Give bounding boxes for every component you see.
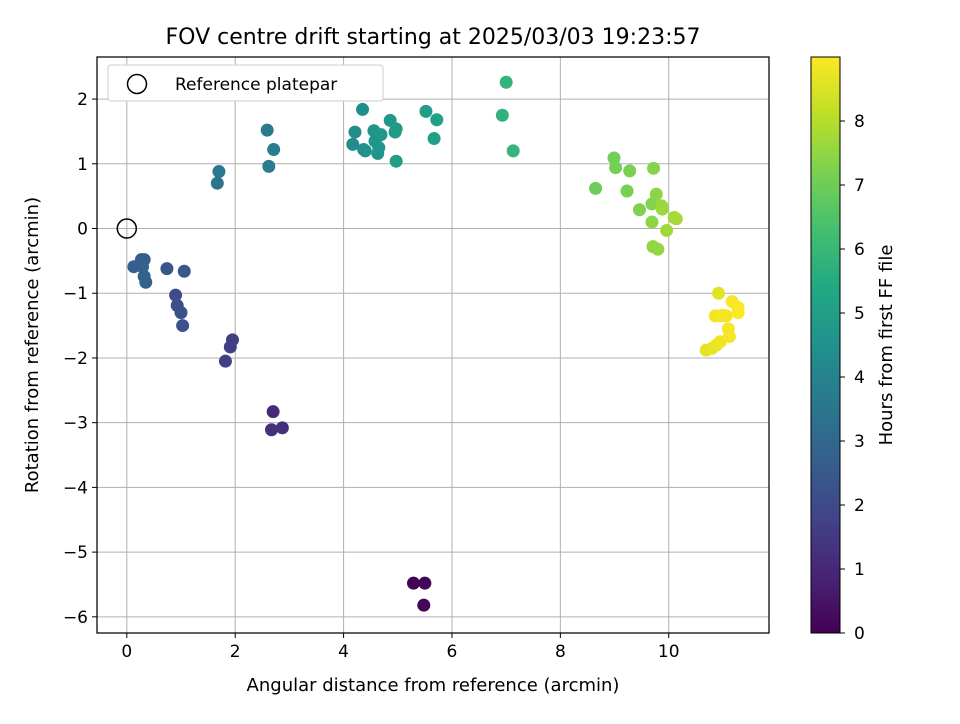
data-point — [495, 108, 509, 122]
data-point — [660, 223, 674, 237]
data-point — [417, 598, 431, 612]
legend-label: Reference platepar — [175, 75, 337, 95]
data-point — [645, 215, 659, 229]
data-point — [669, 212, 683, 226]
x-tick-label: 0 — [121, 642, 132, 662]
x-tick-label: 2 — [230, 642, 241, 662]
data-point — [266, 405, 280, 419]
colorbar-tick-label: 2 — [854, 496, 865, 516]
data-point — [346, 137, 360, 151]
data-point — [374, 128, 388, 142]
x-tick-label: 10 — [658, 642, 680, 662]
y-tick-label: −5 — [63, 543, 88, 563]
data-point — [607, 151, 621, 165]
data-point — [356, 102, 370, 116]
data-point — [389, 122, 403, 136]
colorbar — [810, 56, 841, 634]
data-point — [655, 202, 669, 216]
x-axis-label: Angular distance from reference (arcmin) — [247, 675, 620, 696]
data-point — [722, 330, 736, 344]
legend: Reference platepar — [107, 64, 384, 102]
x-tick-label: 4 — [338, 642, 349, 662]
data-point — [620, 184, 634, 198]
xticks-layer: 0 2 4 6 8 10 — [121, 633, 680, 662]
yticks-layer: 2 1 0 −1 −2 −3 −4 −5 −6 — [63, 90, 97, 628]
data-point — [210, 176, 224, 190]
x-tick-label: 8 — [555, 642, 566, 662]
data-point — [262, 159, 276, 173]
colorbar-tick-label: 8 — [854, 112, 865, 132]
data-point — [389, 154, 403, 168]
y-tick-label: 2 — [77, 90, 88, 110]
data-point — [267, 143, 281, 157]
data-point — [418, 576, 432, 590]
y-axis-label: Rotation from reference (arcmin) — [22, 197, 43, 493]
reference-platepar-marker — [116, 218, 138, 239]
legend-marker — [126, 73, 148, 95]
y-tick-label: −4 — [63, 478, 88, 498]
data-point — [649, 187, 663, 201]
colorbar-tick-label: 3 — [854, 432, 865, 452]
colorbar-tick-label: 6 — [854, 240, 865, 260]
grid-layer — [97, 57, 769, 633]
data-point — [218, 354, 232, 368]
data-point — [645, 197, 659, 211]
data-point — [260, 123, 274, 137]
data-point — [348, 125, 362, 139]
data-point — [372, 141, 386, 155]
data-point — [506, 144, 520, 158]
y-tick-label: −6 — [63, 608, 88, 628]
data-point — [499, 75, 513, 89]
colorbar-ticks: 0 1 2 3 4 5 6 7 8 — [840, 112, 865, 644]
data-point — [731, 306, 745, 320]
data-point — [139, 275, 153, 289]
data-point — [160, 262, 174, 276]
data-point — [212, 165, 226, 179]
data-point — [177, 264, 191, 278]
data-point — [176, 319, 190, 333]
data-point — [632, 203, 646, 217]
data-point — [136, 260, 150, 274]
data-point — [589, 181, 603, 195]
data-point — [275, 421, 289, 435]
y-tick-label: 1 — [77, 155, 88, 175]
data-point — [406, 576, 420, 590]
y-tick-label: −2 — [63, 349, 88, 369]
data-point — [265, 423, 279, 437]
data-point — [609, 161, 623, 175]
y-tick-label: −3 — [63, 414, 88, 434]
data-point — [623, 164, 637, 178]
colorbar-tick-label: 0 — [854, 624, 865, 644]
data-point — [430, 113, 444, 127]
x-tick-label: 6 — [447, 642, 458, 662]
plot-frame — [96, 56, 770, 634]
points-layer — [116, 75, 745, 612]
data-point — [223, 340, 237, 354]
data-point — [419, 104, 433, 118]
data-point — [169, 288, 183, 302]
data-point — [719, 309, 733, 323]
colorbar-tick-label: 7 — [854, 176, 865, 196]
data-point — [647, 161, 661, 175]
y-tick-label: 0 — [77, 220, 88, 240]
colorbar-tick-label: 1 — [854, 560, 865, 580]
colorbar-tick-label: 5 — [854, 304, 865, 324]
data-point — [712, 286, 726, 300]
colorbar-tick-label: 4 — [854, 368, 865, 388]
chart-title: FOV centre drift starting at 2025/03/03 … — [166, 25, 701, 50]
data-point — [427, 132, 441, 146]
data-point — [358, 144, 372, 158]
data-point — [651, 242, 665, 256]
legend-box — [107, 64, 384, 102]
y-tick-label: −1 — [63, 284, 88, 304]
colorbar-label: Hours from first FF file — [876, 245, 897, 446]
data-point — [174, 306, 188, 320]
